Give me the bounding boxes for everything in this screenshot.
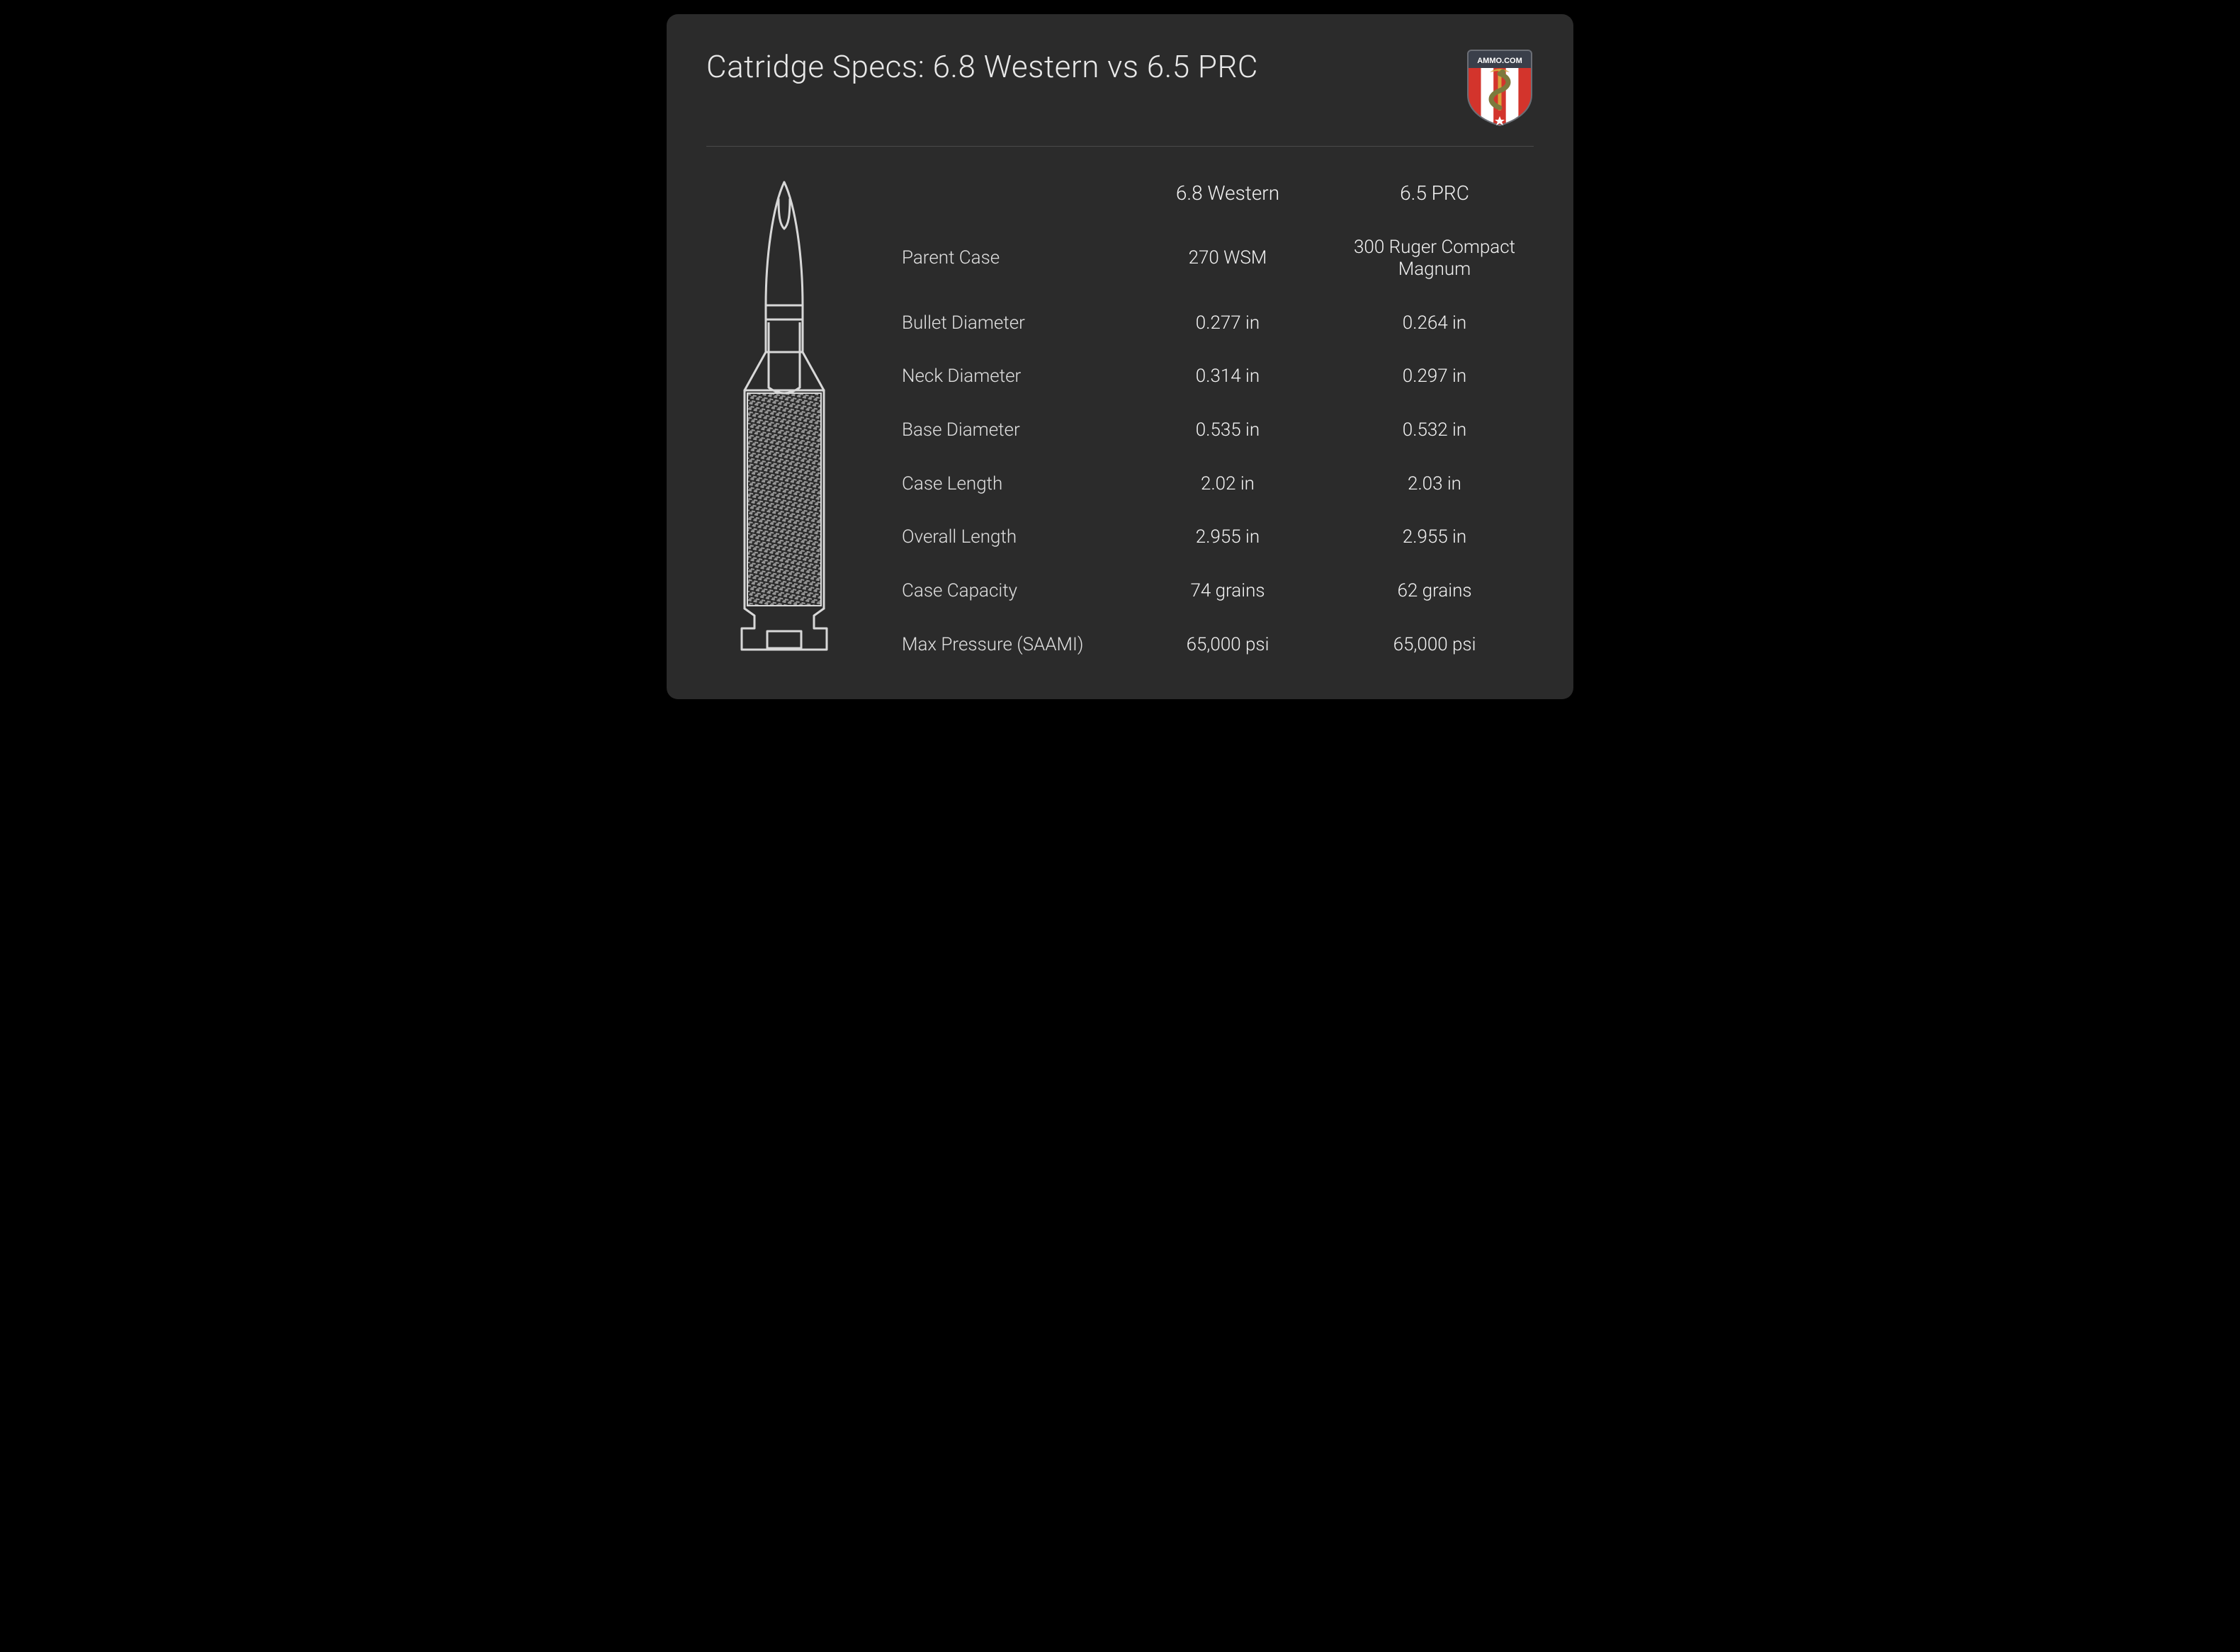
- spec-value: 0.532 in: [1335, 419, 1534, 441]
- column-header: 6.8 Western: [1129, 181, 1327, 205]
- spec-value: 2.955 in: [1129, 526, 1327, 548]
- spec-value: 0.297 in: [1335, 366, 1534, 387]
- cartridge-icon: [728, 178, 841, 660]
- spec-value: 62 grains: [1335, 580, 1534, 602]
- spec-value: 2.03 in: [1335, 473, 1534, 495]
- spec-value: 65,000 psi: [1129, 634, 1327, 656]
- column-header: 6.5 PRC: [1335, 181, 1534, 205]
- card-header: Catridge Specs: 6.8 Western vs 6.5 PRC: [706, 48, 1534, 126]
- logo-text: AMMO.COM: [1477, 57, 1522, 65]
- spec-value: 270 WSM: [1129, 247, 1327, 269]
- spec-table: 6.8 Western 6.5 PRC Parent Case 270 WSM …: [902, 178, 1534, 660]
- spec-label: Case Capacity: [902, 580, 1120, 602]
- spec-value: 0.314 in: [1129, 366, 1327, 387]
- spec-value: 0.277 in: [1129, 312, 1327, 334]
- spec-card: Catridge Specs: 6.8 Western vs 6.5 PRC: [667, 14, 1573, 699]
- spec-label: Max Pressure (SAAMI): [902, 634, 1120, 656]
- shield-icon: AMMO.COM: [1466, 48, 1534, 126]
- spec-label: Neck Diameter: [902, 366, 1120, 387]
- content-row: 6.8 Western 6.5 PRC Parent Case 270 WSM …: [706, 178, 1534, 660]
- header-divider: [706, 146, 1534, 147]
- spec-label: Parent Case: [902, 247, 1120, 269]
- spec-value: 2.955 in: [1335, 526, 1534, 548]
- spec-value: 0.535 in: [1129, 419, 1327, 441]
- page-title: Catridge Specs: 6.8 Western vs 6.5 PRC: [706, 48, 1258, 85]
- spec-value: 0.264 in: [1335, 312, 1534, 334]
- ammo-logo: AMMO.COM: [1466, 48, 1534, 126]
- spec-value: 2.02 in: [1129, 473, 1327, 495]
- spec-value: 74 grains: [1129, 580, 1327, 602]
- spec-label: Base Diameter: [902, 419, 1120, 441]
- spec-label: Bullet Diameter: [902, 312, 1120, 334]
- spec-value: 65,000 psi: [1335, 634, 1534, 656]
- spec-label: Overall Length: [902, 526, 1120, 548]
- cartridge-diagram: [706, 178, 862, 660]
- spec-value: 300 Ruger Compact Magnum: [1335, 237, 1534, 281]
- spec-label: Case Length: [902, 473, 1120, 495]
